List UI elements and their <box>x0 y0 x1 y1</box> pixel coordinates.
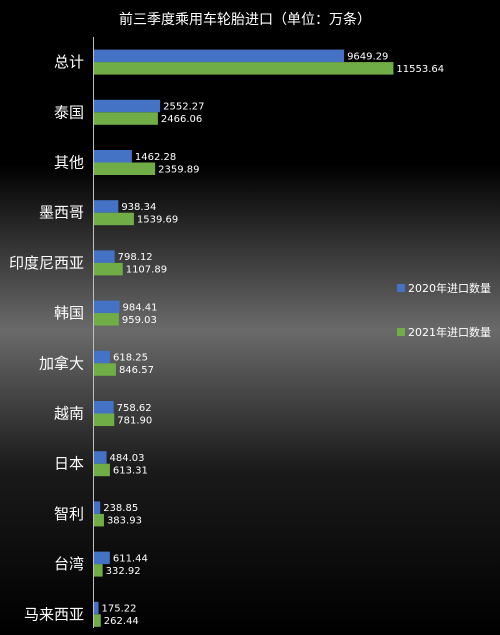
data-label: 2552.27 <box>163 102 204 113</box>
legend-swatch <box>397 284 405 292</box>
data-label: 383.93 <box>107 516 142 527</box>
bar-2021 <box>94 162 156 175</box>
bar-2020 <box>94 350 111 364</box>
category-label: 其他 <box>54 154 84 172</box>
data-label: 1462.28 <box>135 152 176 163</box>
data-label: 238.85 <box>103 503 138 514</box>
legend-label: 2020年进口数量 <box>408 281 491 295</box>
category-label: 韩国 <box>54 304 84 322</box>
bar-2020 <box>94 250 115 263</box>
bar-2021 <box>94 112 158 125</box>
data-label: 613.31 <box>113 465 148 476</box>
bar-2021 <box>94 212 134 226</box>
data-label: 846.57 <box>119 365 154 376</box>
bar-2021 <box>94 413 115 426</box>
data-label: 781.90 <box>117 415 152 426</box>
legend-swatch <box>397 328 405 336</box>
bars <box>94 49 394 627</box>
bar-2020 <box>94 49 345 63</box>
data-label: 484.03 <box>110 453 145 464</box>
bar-2020 <box>94 99 161 113</box>
category-label: 总计 <box>54 53 84 71</box>
bar-2020 <box>94 401 114 414</box>
category-label: 日本 <box>54 455 84 473</box>
data-label: 2359.89 <box>158 164 199 175</box>
data-label: 798.12 <box>118 252 153 263</box>
legend: 2020年进口数量 2021年进口数量 <box>397 281 491 339</box>
legend-label: 2021年进口数量 <box>408 325 491 339</box>
category-label: 智利 <box>54 505 84 523</box>
data-label: 984.41 <box>123 302 158 313</box>
data-label: 618.25 <box>113 353 148 364</box>
data-label: 9649.29 <box>347 51 388 62</box>
data-label: 938.34 <box>121 202 156 213</box>
data-label: 758.62 <box>117 403 152 414</box>
bar-2020 <box>94 300 120 314</box>
bar-2020 <box>94 451 107 464</box>
data-label: 175.22 <box>102 604 137 615</box>
bar-2021 <box>94 463 110 477</box>
data-label: 2466.06 <box>161 114 202 125</box>
bar-2021 <box>94 363 116 376</box>
data-label: 959.03 <box>122 315 157 326</box>
bar-2020 <box>94 551 110 565</box>
bar-2020 <box>94 601 99 615</box>
category-label: 泰国 <box>54 103 84 121</box>
bar-2021 <box>94 62 394 75</box>
bar-2021 <box>94 262 123 276</box>
data-label: 611.44 <box>113 553 148 564</box>
bar-2020 <box>94 150 132 163</box>
bar-2021 <box>94 513 104 527</box>
category-label: 越南 <box>54 405 84 423</box>
data-label: 1107.89 <box>126 265 167 276</box>
category-label: 台湾 <box>54 555 84 573</box>
bar-2021 <box>94 313 119 326</box>
category-label: 加拿大 <box>39 354 84 372</box>
chart-title: 前三季度乘用车轮胎进口（单位：万条） <box>119 11 371 28</box>
category-label: 印度尼西亚 <box>9 254 84 272</box>
bar-2020 <box>94 200 119 213</box>
bar-2021 <box>94 564 103 577</box>
data-label: 1539.69 <box>137 214 178 225</box>
bar-2021 <box>94 614 101 627</box>
data-label: 11553.64 <box>396 64 444 75</box>
category-label: 墨西哥 <box>39 204 84 222</box>
bar-2020 <box>94 501 101 514</box>
data-label: 332.92 <box>106 566 141 577</box>
data-label: 262.44 <box>104 616 139 627</box>
category-label: 马来西亚 <box>24 605 84 623</box>
